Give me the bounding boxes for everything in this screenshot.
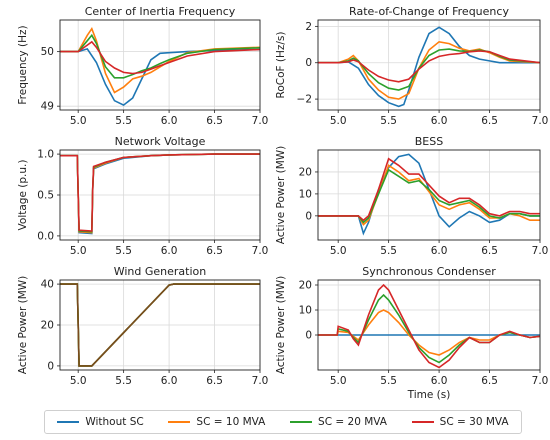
x-tick-label-2-4: 7.0 [252, 245, 269, 257]
y-tick-label-3-1: 10 [299, 188, 312, 200]
legend-swatch-without-sc [57, 421, 80, 423]
x-tick-label-4-1: 5.5 [115, 375, 132, 387]
y-tick-label-1-0: −2 [297, 94, 312, 106]
x-tick-label-4-4: 7.0 [252, 375, 269, 387]
panel-5: 5.0 5.5 6.0 6.5 7.0 0 10 20 Synchronous Condense… [275, 265, 548, 401]
x-tick-label-0-2: 6.0 [161, 115, 178, 127]
x-tick-label-1-1: 5.5 [380, 115, 397, 127]
panel-title-4: Wind Generation [114, 265, 207, 278]
y-tick-label-3-2: 20 [299, 166, 312, 178]
legend-label-sc-10: SC = 10 MVA [196, 416, 266, 428]
panel-1: 5.0 5.5 6.0 6.5 7.0 −2 0 2 Rate-of-Change of Fre… [275, 5, 548, 127]
axes-frame-0 [59, 19, 261, 111]
x-tick-label-0-4: 7.0 [252, 115, 269, 127]
y-axis-label-0: Frequency (Hz) [17, 25, 29, 104]
y-axis-label-1: RoCoF (Hz/s) [275, 32, 287, 99]
panel-title-0: Center of Inertia Frequency [85, 5, 236, 18]
series-line-1-1 [318, 40, 540, 100]
y-axis-label-3: Active Power (MW) [275, 146, 287, 245]
panel-title-1: Rate-of-Change of Frequency [349, 5, 509, 18]
x-tick-label-3-2: 6.0 [431, 245, 448, 257]
panel-0: 5.0 5.5 6.0 6.5 7.0 49 50 Center of Inertia Fre… [17, 5, 268, 127]
y-tick-label-5-1: 10 [299, 305, 312, 317]
panel-3: 5.0 5.5 6.0 6.5 7.0 0 10 20 BESS Active Power (MW… [275, 135, 548, 257]
y-tick-label-5-2: 20 [299, 280, 312, 292]
x-axis-label-5: Time (s) [407, 389, 451, 401]
x-tick-label-2-2: 6.0 [161, 245, 178, 257]
legend-swatch-sc-10 [168, 421, 191, 423]
x-tick-label-0-1: 5.5 [115, 115, 132, 127]
series-line-4-3 [60, 283, 260, 367]
legend-item-without-sc: Without SC [57, 416, 144, 428]
legend-item-sc-30: SC = 30 MVA [411, 416, 509, 428]
series-line-1-3 [318, 50, 540, 83]
y-tick-label-2-0: 0.0 [37, 230, 54, 242]
panel-title-5: Synchronous Condenser [362, 265, 496, 278]
axes-frame-1 [317, 19, 541, 111]
legend-label-without-sc: Without SC [85, 416, 144, 428]
y-tick-label-3-0: 0 [305, 210, 312, 222]
y-tick-label-2-1: 0.5 [37, 190, 54, 202]
series-line-1-0 [318, 26, 540, 108]
panel-2: 5.0 5.5 6.0 6.5 7.0 0.0 0.5 1.0 Network Voltage V… [17, 135, 268, 257]
x-tick-label-1-0: 5.0 [330, 115, 347, 127]
series-line-2-1 [60, 153, 260, 234]
series-line-2-2 [60, 153, 260, 233]
y-tick-label-0-1: 50 [41, 46, 54, 58]
x-tick-label-4-0: 5.0 [70, 375, 87, 387]
series-line-3-3 [318, 157, 540, 222]
axes-frame-3 [317, 149, 541, 241]
legend-label-sc-30: SC = 30 MVA [439, 416, 509, 428]
series-line-0-0 [60, 47, 260, 107]
series-line-3-2 [318, 168, 540, 224]
series-line-5-3 [318, 283, 540, 369]
y-tick-label-4-0: 0 [47, 360, 54, 372]
x-tick-label-3-0: 5.0 [330, 245, 347, 257]
series-line-0-3 [60, 40, 260, 75]
x-tick-label-1-4: 7.0 [532, 115, 549, 127]
y-axis-label-4: Active Power (MW) [17, 276, 29, 375]
series-line-1-2 [318, 48, 540, 91]
panel-title-3: BESS [415, 135, 443, 148]
x-tick-label-3-3: 6.5 [481, 245, 498, 257]
x-tick-label-5-4: 7.0 [532, 375, 549, 387]
panel-4: 5.0 5.5 6.0 6.5 7.0 0 20 40 Wind Generation Activ… [17, 265, 268, 387]
y-tick-label-2-2: 1.0 [37, 149, 54, 161]
legend: Without SC SC = 10 MVA SC = 20 MVA SC = … [44, 410, 522, 434]
y-tick-label-1-1: 0 [305, 57, 312, 69]
x-tick-label-1-3: 6.5 [481, 115, 498, 127]
x-tick-label-2-0: 5.0 [70, 245, 87, 257]
legend-item-sc-10: SC = 10 MVA [168, 416, 265, 428]
series-line-2-3 [60, 153, 260, 232]
x-tick-label-5-3: 6.5 [481, 375, 498, 387]
axes-frame-5 [317, 279, 541, 371]
y-axis-label-2: Voltage (p.u.) [17, 160, 29, 231]
panel-title-2: Network Voltage [115, 135, 206, 148]
series-line-2-0 [60, 153, 260, 235]
x-tick-label-5-2: 6.0 [431, 375, 448, 387]
y-tick-label-5-0: 0 [305, 330, 312, 342]
y-tick-label-4-2: 40 [41, 279, 54, 291]
x-tick-label-5-1: 5.5 [380, 375, 397, 387]
x-tick-label-5-0: 5.0 [330, 375, 347, 387]
legend-label-sc-20: SC = 20 MVA [318, 416, 387, 428]
x-tick-label-0-3: 6.5 [206, 115, 223, 127]
series-line-0-2 [60, 33, 260, 79]
x-tick-label-1-2: 6.0 [431, 115, 448, 127]
x-tick-label-2-3: 6.5 [206, 245, 223, 257]
legend-swatch-sc-30 [411, 421, 434, 423]
x-tick-label-2-1: 5.5 [115, 245, 132, 257]
x-tick-label-3-4: 7.0 [532, 245, 549, 257]
x-tick-label-0-0: 5.0 [70, 115, 87, 127]
x-tick-label-4-2: 6.0 [161, 375, 178, 387]
y-tick-label-0-0: 49 [41, 101, 54, 113]
legend-item-sc-20: SC = 20 MVA [290, 416, 387, 428]
x-tick-label-3-1: 5.5 [380, 245, 397, 257]
y-tick-label-1-2: 2 [305, 21, 312, 33]
legend-swatch-sc-20 [290, 421, 313, 423]
y-axis-label-5: Active Power (MW) [275, 276, 287, 375]
y-tick-label-4-1: 20 [41, 320, 54, 332]
x-tick-label-4-3: 6.5 [206, 375, 223, 387]
